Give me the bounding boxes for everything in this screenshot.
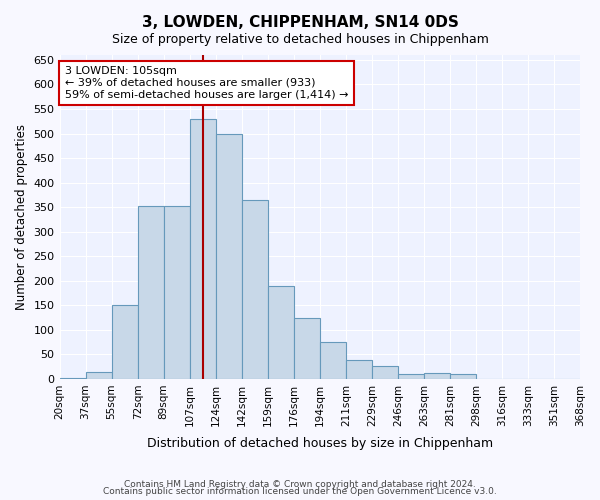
Text: Contains HM Land Registry data © Crown copyright and database right 2024.: Contains HM Land Registry data © Crown c… — [124, 480, 476, 489]
X-axis label: Distribution of detached houses by size in Chippenham: Distribution of detached houses by size … — [147, 437, 493, 450]
Bar — [294, 318, 320, 379]
Text: 3 LOWDEN: 105sqm
← 39% of detached houses are smaller (933)
59% of semi-detached: 3 LOWDEN: 105sqm ← 39% of detached house… — [65, 66, 348, 100]
Bar — [320, 342, 346, 379]
Bar — [242, 200, 268, 379]
Bar — [215, 134, 242, 379]
Text: 3, LOWDEN, CHIPPENHAM, SN14 0DS: 3, LOWDEN, CHIPPENHAM, SN14 0DS — [142, 15, 458, 30]
Bar — [164, 206, 190, 379]
Bar — [450, 374, 476, 379]
Bar — [346, 360, 372, 379]
Y-axis label: Number of detached properties: Number of detached properties — [15, 124, 28, 310]
Bar — [398, 374, 424, 379]
Text: Contains public sector information licensed under the Open Government Licence v3: Contains public sector information licen… — [103, 488, 497, 496]
Bar — [137, 206, 164, 379]
Bar — [59, 378, 86, 379]
Text: Size of property relative to detached houses in Chippenham: Size of property relative to detached ho… — [112, 32, 488, 46]
Bar — [190, 119, 215, 379]
Bar — [268, 286, 294, 379]
Bar — [112, 306, 137, 379]
Bar — [372, 366, 398, 379]
Bar — [424, 373, 450, 379]
Bar — [86, 372, 112, 379]
